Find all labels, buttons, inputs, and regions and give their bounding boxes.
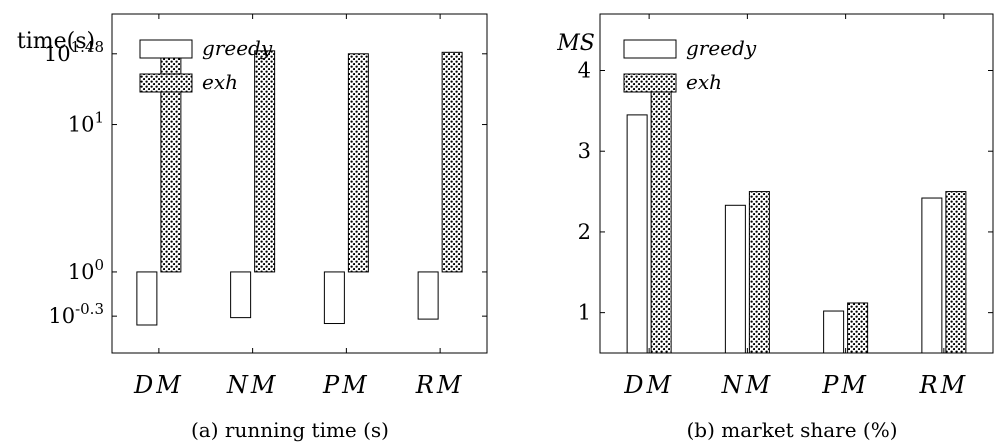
panel-caption: (a) running time (s) <box>191 418 389 442</box>
y-axis-label: time(s) <box>17 29 95 54</box>
x-tick-label: RM <box>919 371 969 399</box>
x-tick-label: NM <box>226 371 279 399</box>
panel-market-share: DM NM PM RM 1 2 3 4 greedy exh MS (b) market share … <box>556 13 994 442</box>
bar-greedy-dm <box>626 114 648 354</box>
bar-greedy-dm <box>136 271 158 326</box>
legend-swatch-greedy <box>139 39 193 59</box>
bar-greedy-nm <box>724 204 746 354</box>
bar-greedy-nm <box>230 271 252 319</box>
legend-swatch-greedy <box>623 39 677 59</box>
y-tick-label: 4 <box>578 59 591 83</box>
y-tick-label: 101 <box>68 109 104 137</box>
legend-label-greedy: greedy <box>686 36 757 60</box>
x-tick-label: DM <box>623 371 674 399</box>
bar-exh-nm <box>748 191 770 354</box>
plot-frame <box>599 13 994 354</box>
bar-exh-nm <box>254 50 276 273</box>
bar-exh-rm <box>945 191 967 354</box>
y-tick-label: 10-0.3 <box>48 300 104 328</box>
legend-swatch-exh <box>623 73 677 93</box>
bar-exh-rm <box>441 51 463 273</box>
panel-running-time: DM NM PM RM 10-0.3 100 101 101.48 greedy exh time(… <box>17 13 488 442</box>
y-tick-label: 3 <box>578 139 591 163</box>
legend-label-exh: exh <box>202 70 238 94</box>
plot-frame <box>111 13 488 354</box>
bar-greedy-pm <box>823 310 845 354</box>
bar-exh-pm <box>847 302 869 354</box>
legend-swatch-exh <box>139 73 193 93</box>
y-tick-label: 100 <box>68 256 104 284</box>
x-tick-label: RM <box>415 371 465 399</box>
y-tick-label: 1 <box>578 301 591 325</box>
x-tick-label: PM <box>821 371 869 399</box>
legend-label-greedy: greedy <box>202 36 273 60</box>
y-tick-label: 101.48 <box>44 38 104 66</box>
y-axis-label: MS <box>556 31 595 56</box>
x-tick-label: PM <box>322 371 370 399</box>
bar-exh-dm <box>650 79 672 354</box>
legend-label-exh: exh <box>686 70 722 94</box>
bar-greedy-pm <box>323 271 345 325</box>
panel-caption: (b) market share (%) <box>687 418 898 442</box>
bar-exh-pm <box>347 53 369 273</box>
x-tick-label: DM <box>133 371 184 399</box>
y-tick-label: 2 <box>578 220 591 244</box>
x-tick-label: NM <box>721 371 774 399</box>
bar-greedy-rm <box>417 271 439 320</box>
bar-greedy-rm <box>921 197 943 354</box>
